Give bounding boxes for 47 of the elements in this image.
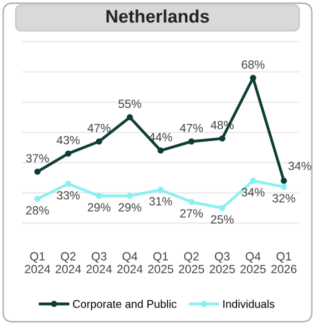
data-label: 37% — [26, 154, 49, 162]
data-label: 43% — [56, 136, 80, 144]
x-tick-label: Q4 2025 — [240, 252, 266, 274]
point — [126, 114, 133, 120]
data-label: 32% — [272, 194, 296, 202]
point — [280, 178, 287, 184]
point — [188, 138, 195, 145]
x-tick-label: Q3 2024 — [86, 252, 112, 274]
point — [219, 135, 226, 142]
point — [34, 168, 41, 175]
x-tick-label: Q2 2024 — [56, 252, 82, 274]
data-label: 29% — [118, 203, 142, 212]
point — [250, 178, 256, 184]
point — [188, 198, 195, 206]
data-label: 29% — [88, 203, 110, 212]
chart-title: Netherlands — [106, 9, 209, 23]
point — [65, 150, 72, 157]
x-tick-label: Q4 2024 — [117, 252, 143, 274]
x-tick-label: Q2 2025 — [178, 252, 204, 274]
data-label: 34% — [288, 162, 312, 170]
x-tick-label: Q1 2024 — [24, 252, 50, 274]
data-label: 44% — [149, 132, 172, 142]
data-label: 47% — [180, 124, 203, 132]
point — [96, 138, 102, 145]
data-label: 34% — [242, 188, 264, 196]
x-tick-label: Q1 2026 — [271, 252, 296, 274]
data-label: 55% — [118, 100, 142, 108]
data-label: 27% — [180, 209, 203, 218]
point — [34, 196, 41, 202]
data-label: 33% — [56, 191, 80, 200]
legend-label: Individuals — [223, 300, 274, 308]
point — [158, 186, 164, 193]
point — [126, 192, 133, 200]
x-tick-label: Q3 2025 — [210, 252, 235, 274]
point — [158, 147, 164, 154]
data-label: 47% — [88, 124, 110, 132]
point — [65, 180, 72, 187]
point — [250, 74, 256, 82]
legend-label: Corporate and Public — [72, 300, 176, 310]
data-label: 25% — [211, 215, 234, 224]
x-tick-label: Q1 2025 — [148, 252, 174, 274]
data-label: 31% — [149, 197, 172, 206]
data-label: 28% — [26, 206, 49, 215]
point — [96, 192, 102, 200]
data-label: 68% — [242, 60, 264, 69]
point — [219, 204, 226, 212]
point — [280, 184, 287, 190]
